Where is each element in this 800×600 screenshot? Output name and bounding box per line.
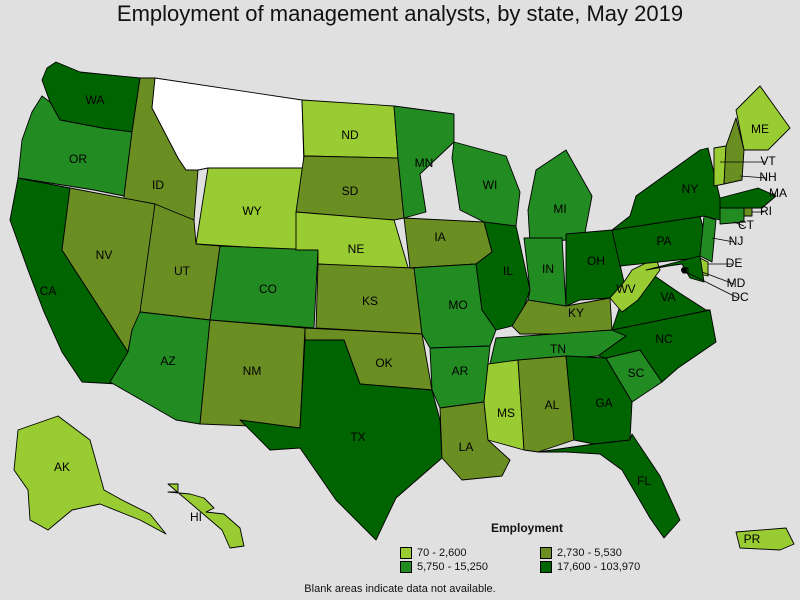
- state-nc[interactable]: [597, 309, 717, 383]
- state-label-tn: TN: [550, 342, 566, 356]
- state-label-wv: WV: [616, 282, 635, 296]
- state-label-ga: GA: [595, 396, 612, 410]
- state-label-ok: OK: [375, 356, 392, 370]
- legend-swatch-c3: [400, 561, 412, 573]
- state-label-oh: OH: [587, 254, 605, 268]
- state-label-ms: MS: [497, 406, 515, 420]
- legend-label-c2: 2,730 - 5,530: [557, 547, 622, 559]
- legend-item-c3: 5,750 - 15,250: [400, 561, 488, 573]
- state-label-ak: AK: [54, 460, 70, 474]
- state-ak[interactable]: [13, 415, 167, 535]
- state-pr[interactable]: [735, 527, 795, 551]
- state-label-mn: MN: [415, 156, 434, 170]
- state-label-co: CO: [259, 282, 277, 296]
- state-ri[interactable]: [743, 207, 753, 217]
- legend-swatch-c2: [540, 547, 552, 559]
- state-label-fl: FL: [637, 474, 651, 488]
- state-label-ma: MA: [769, 186, 787, 200]
- state-label-or: OR: [69, 152, 87, 166]
- state-il[interactable]: [475, 221, 531, 331]
- state-ny[interactable]: [611, 147, 729, 231]
- state-md[interactable]: [645, 255, 705, 283]
- state-nh[interactable]: [723, 117, 745, 185]
- state-label-il: IL: [503, 264, 513, 278]
- state-ia[interactable]: [403, 217, 493, 269]
- legend-swatch-c4: [540, 561, 552, 573]
- state-label-ri: RI: [760, 204, 772, 218]
- state-nj[interactable]: [699, 215, 717, 263]
- state-label-md: MD: [727, 276, 746, 290]
- state-label-ut: UT: [174, 264, 191, 278]
- leader-line-md: [701, 271, 735, 285]
- footnote: Blank areas indicate data not available.: [304, 583, 496, 595]
- state-label-dc: DC: [731, 290, 749, 304]
- state-label-nj: NJ: [729, 234, 744, 248]
- state-label-mo: MO: [448, 298, 467, 312]
- legend-swatch-c1: [400, 547, 412, 559]
- state-wv[interactable]: [609, 257, 661, 313]
- state-label-wi: WI: [483, 178, 498, 192]
- state-co[interactable]: [209, 245, 319, 329]
- state-hi[interactable]: [167, 483, 245, 549]
- state-label-la: LA: [459, 440, 474, 454]
- state-label-wy: WY: [242, 204, 261, 218]
- legend-item-c2: 2,730 - 5,530: [540, 547, 622, 559]
- state-ma[interactable]: [719, 187, 777, 209]
- leader-line-dc: [685, 271, 739, 299]
- state-label-ne: NE: [348, 242, 365, 256]
- legend-label-c1: 70 - 2,600: [417, 547, 467, 559]
- state-label-pr: PR: [744, 532, 761, 546]
- state-fl[interactable]: [537, 433, 681, 539]
- legend-item-c4: 17,600 - 103,970: [540, 561, 640, 573]
- leader-line-nh: [739, 175, 767, 179]
- state-label-pa: PA: [656, 234, 671, 248]
- state-label-nd: ND: [341, 128, 359, 142]
- state-tx[interactable]: [239, 339, 443, 541]
- state-label-al: AL: [545, 398, 560, 412]
- state-label-nc: NC: [655, 332, 673, 346]
- state-label-ct: CT: [738, 218, 755, 232]
- state-label-sd: SD: [342, 184, 359, 198]
- state-label-ar: AR: [452, 364, 469, 378]
- state-mi[interactable]: [527, 149, 593, 245]
- state-me[interactable]: [735, 85, 791, 151]
- state-al[interactable]: [517, 355, 575, 453]
- state-label-ks: KS: [362, 294, 378, 308]
- state-label-de: DE: [726, 256, 743, 270]
- map-title: Employment of management analysts, by st…: [116, 1, 684, 26]
- state-ky[interactable]: [511, 297, 613, 335]
- state-label-me: ME: [751, 122, 769, 136]
- state-label-wa: WA: [86, 93, 105, 107]
- state-ms[interactable]: [483, 359, 525, 451]
- state-label-nm: NM: [243, 364, 262, 378]
- state-label-nh: NH: [759, 170, 776, 184]
- legend-label-c3: 5,750 - 15,250: [417, 561, 488, 573]
- legend-item-c1: 70 - 2,600: [400, 547, 467, 559]
- state-label-id: ID: [152, 178, 164, 192]
- state-label-az: AZ: [160, 354, 175, 368]
- state-label-vt: VT: [760, 154, 776, 168]
- state-mn[interactable]: [393, 105, 455, 219]
- state-ct[interactable]: [719, 207, 745, 225]
- legend-title: Employment: [491, 521, 564, 535]
- dc-marker: [681, 267, 687, 273]
- state-label-tx: TX: [350, 430, 365, 444]
- state-label-in: IN: [542, 262, 554, 276]
- state-label-ny: NY: [682, 182, 699, 196]
- state-label-mi: MI: [553, 202, 566, 216]
- legend-label-c4: 17,600 - 103,970: [557, 561, 641, 573]
- state-label-ky: KY: [568, 306, 584, 320]
- state-label-ia: IA: [434, 230, 445, 244]
- state-label-va: VA: [660, 290, 675, 304]
- state-label-hi: HI: [190, 510, 202, 524]
- state-sd[interactable]: [295, 155, 405, 221]
- state-label-sc: SC: [628, 366, 645, 380]
- state-label-nv: NV: [96, 248, 113, 262]
- state-label-ca: CA: [40, 284, 57, 298]
- leader-line-nj: [711, 237, 735, 243]
- leader-line-ct: [733, 221, 745, 227]
